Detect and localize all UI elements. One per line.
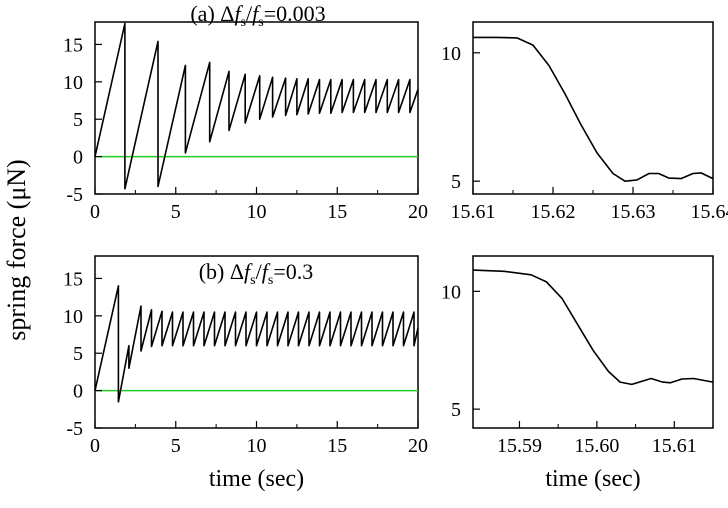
series-line bbox=[94, 22, 419, 190]
panel-a-title: (a) Δfs/fs=0.003 bbox=[190, 1, 325, 30]
series-line bbox=[94, 285, 419, 403]
x-tick-label: 15 bbox=[327, 201, 347, 223]
panel-a-right: 15.61 15.62 15.63 15.64 5 10 bbox=[441, 21, 728, 223]
y-tick-label: -5 bbox=[66, 418, 83, 440]
x-tick-label: 10 bbox=[247, 435, 267, 457]
y-tick-label: 10 bbox=[441, 281, 461, 303]
x-tick-label: 5 bbox=[171, 435, 181, 457]
y-tick-label: 10 bbox=[441, 43, 461, 65]
series-line bbox=[473, 36, 714, 182]
plot-frame bbox=[472, 21, 714, 195]
panel-b-right: 15.59 15.60 15.61 5 10 time (sec) bbox=[441, 255, 714, 492]
y-tick-label: 15 bbox=[63, 268, 83, 290]
panel-b-title: (b) Δfs/fs=0.3 bbox=[199, 259, 314, 288]
x-tick-label: 15.63 bbox=[611, 201, 656, 223]
panel-b-left: (b) Δfs/fs=0.3 0 5 10 15 20 -5 0 5 10 15 time (sec… bbox=[63, 255, 428, 492]
y-tick-label: 10 bbox=[63, 72, 83, 94]
y-tick-label: 5 bbox=[73, 109, 83, 131]
y-tick-label: -5 bbox=[66, 184, 83, 206]
x-tick-label: 15.61 bbox=[652, 435, 697, 457]
x-tick-label: 5 bbox=[171, 201, 181, 223]
x-tick-label: 15.59 bbox=[497, 435, 542, 457]
x-tick-label: 20 bbox=[408, 435, 428, 457]
x-axis-label: time (sec) bbox=[209, 466, 304, 492]
y-axis-label: spring force (μN) bbox=[2, 159, 31, 340]
y-tick-label: 0 bbox=[73, 381, 83, 403]
x-tick-label: 15.60 bbox=[574, 435, 619, 457]
y-tick-label: 5 bbox=[73, 343, 83, 365]
x-tick-label: 15.62 bbox=[531, 201, 576, 223]
y-tick-label: 15 bbox=[63, 34, 83, 56]
x-tick-label: 15 bbox=[327, 435, 347, 457]
x-tick-label: 20 bbox=[408, 201, 428, 223]
y-tick-label: 10 bbox=[63, 306, 83, 328]
panel-a-left: (a) Δfs/fs=0.003 0 5 10 15 20 -5 0 5 10 15 bbox=[63, 1, 428, 223]
y-tick-label: 5 bbox=[451, 171, 461, 193]
y-tick-label: 0 bbox=[73, 147, 83, 169]
x-tick-label: 0 bbox=[90, 201, 100, 223]
x-tick-label: 10 bbox=[247, 201, 267, 223]
x-tick-label: 0 bbox=[90, 435, 100, 457]
plot-frame bbox=[472, 255, 714, 429]
x-axis-label: time (sec) bbox=[545, 466, 640, 492]
x-tick-label: 15.64 bbox=[691, 201, 728, 223]
series-line bbox=[472, 269, 714, 386]
x-tick-label: 15.61 bbox=[451, 201, 496, 223]
y-tick-label: 5 bbox=[451, 399, 461, 421]
